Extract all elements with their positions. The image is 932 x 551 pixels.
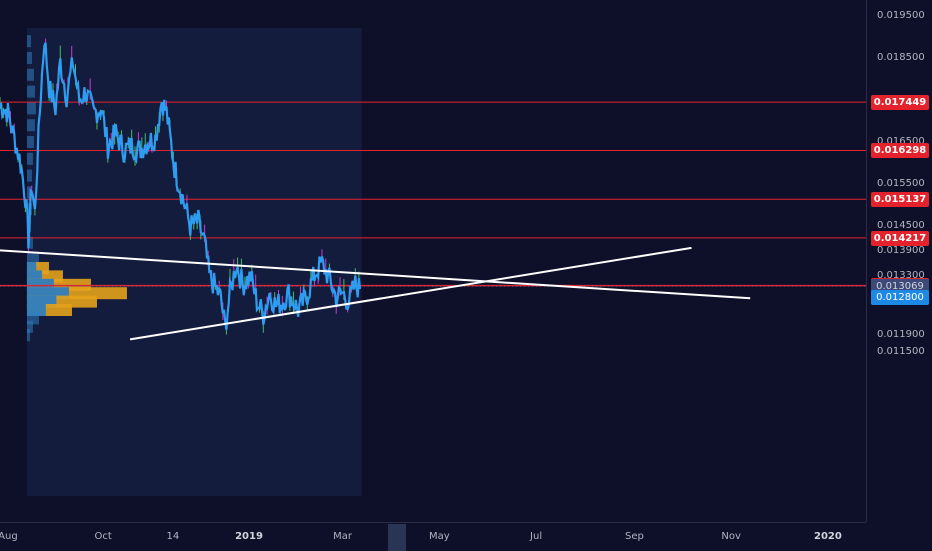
level-price-tag: 0.014217 xyxy=(871,230,929,246)
time-tick-label: Oct xyxy=(94,531,112,542)
volume-profile-bar xyxy=(26,102,36,115)
current-price-tag: 0.013069 xyxy=(871,279,929,295)
time-tick-label: Mar xyxy=(333,531,353,542)
price-tick-label: 0.018500 xyxy=(877,52,925,63)
price-tick-label: 0.019500 xyxy=(877,10,925,21)
time-tick-label: 14 xyxy=(166,531,180,542)
time-tick-label: 2019 xyxy=(235,531,263,542)
price-tick-label: 0.016500 xyxy=(877,136,925,147)
price-tick-label: 0.015500 xyxy=(877,178,925,189)
time-tick-label: Aug xyxy=(0,531,18,542)
price-tick-label: 0.011500 xyxy=(877,346,925,357)
volume-profile-bar xyxy=(26,236,33,249)
price-axis[interactable]: 0.0195000.0185000.0165000.0155000.015000… xyxy=(866,0,932,522)
volume-profile-bar xyxy=(26,169,32,182)
trend-line xyxy=(129,246,692,341)
time-tick-label: Nov xyxy=(721,531,741,542)
trend-line xyxy=(0,249,751,300)
time-cursor-highlight xyxy=(388,524,406,551)
price-tick-label: 0.013300 xyxy=(877,270,925,282)
price-tick-label: 0.013900 xyxy=(877,245,925,257)
price-line xyxy=(0,42,362,330)
volume-profile-bar xyxy=(26,35,31,48)
plot-area[interactable] xyxy=(0,0,866,522)
time-tick-label: Sep xyxy=(624,531,644,542)
level-price-tag: 0.015137 xyxy=(871,192,929,208)
volume-profile-bar xyxy=(26,119,35,132)
price-tick-label: 0.011900 xyxy=(877,329,925,341)
highlight-price-tag: 0.012800 xyxy=(871,290,929,306)
time-tick-label: 2020 xyxy=(814,531,842,542)
volume-profile-bar xyxy=(26,52,32,64)
level-price-tag: 0.017449 xyxy=(871,95,929,111)
volume-profile-bar xyxy=(26,68,34,81)
time-axis[interactable]: Aug Oct 14 2019 Mar May Jul Sep Nov 2020 xyxy=(0,522,866,551)
volume-profile-bar xyxy=(26,320,33,333)
volume-profile-bar xyxy=(26,136,34,148)
time-tick-label: May xyxy=(429,531,450,542)
price-tick-label: 0.014500 xyxy=(877,220,925,231)
level-price-tag: 0.016298 xyxy=(871,143,929,159)
volume-profile-bar xyxy=(26,186,32,199)
volume-profile-bar-core xyxy=(26,262,37,274)
time-tick-label: Jul xyxy=(530,531,543,542)
volume-profile-bar xyxy=(26,152,33,165)
volume-profile-bar xyxy=(26,85,35,98)
volume-profile-bar xyxy=(26,329,30,342)
